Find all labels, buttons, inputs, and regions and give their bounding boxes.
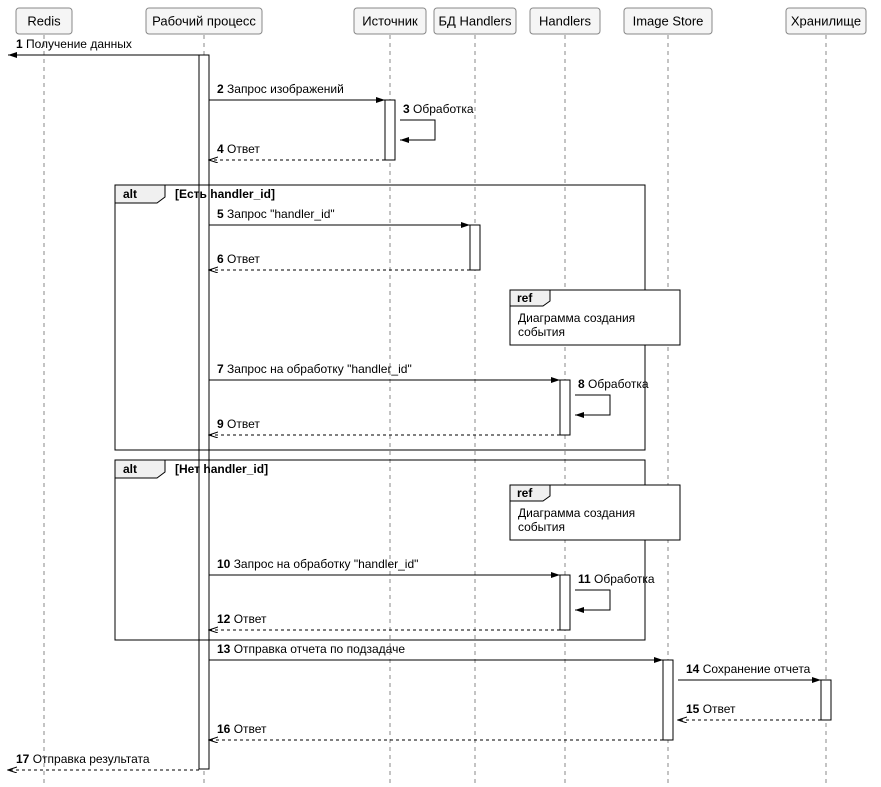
activation-bar [821,680,831,720]
participant-label: Источник [362,13,418,28]
message-label: 5 Запрос "handler_id" [217,207,335,221]
participant-label: Handlers [539,13,592,28]
fragment-label: alt [123,462,137,476]
message-arrow [400,120,435,140]
message-label: 1 Получение данных [16,37,132,51]
sequence-diagram: Redis Рабочий процесс Источник БД Handlers H… [0,0,881,787]
message-arrow [575,590,610,610]
fragment-label: alt [123,187,137,201]
ref-text: Диаграмма создания [518,311,635,325]
message-label: 16 Ответ [217,722,267,736]
participant-label: Рабочий процесс [152,13,256,28]
message-label: 17 Отправка результата [16,752,150,766]
message-label: 3 Обработка [403,102,474,116]
participant-label: Redis [27,13,61,28]
participant-label: БД Handlers [439,13,512,28]
message-label: 2 Запрос изображений [217,82,344,96]
fragment-condition: [Нет handler_id] [175,462,268,476]
activation-bar [663,660,673,740]
message-label: 11 Обработка [578,572,655,586]
message-arrow [575,395,610,415]
activation-bar [560,380,570,435]
ref-label: ref [517,291,533,305]
participant-label: Image Store [633,13,704,28]
message-label: 8 Обработка [578,377,649,391]
ref-label: ref [517,486,533,500]
message-label: 12 Ответ [217,612,267,626]
message-label: 10 Запрос на обработку "handler_id" [217,557,418,571]
participant-label: Хранилище [791,13,861,28]
activation-bar [470,225,480,270]
ref-text: события [518,520,565,534]
message-label: 7 Запрос на обработку "handler_id" [217,362,412,376]
message-label: 6 Ответ [217,252,260,266]
fragment-condition: [Есть handler_id] [175,187,275,201]
ref-text: события [518,325,565,339]
activation-bar [560,575,570,630]
message-label: 4 Ответ [217,142,260,156]
activation-bar [199,55,209,769]
activation-bar [385,100,395,160]
message-label: 14 Сохранение отчета [686,662,811,676]
message-label: 13 Отправка отчета по подзадаче [217,642,405,656]
ref-text: Диаграмма создания [518,506,635,520]
message-label: 9 Ответ [217,417,260,431]
message-label: 15 Ответ [686,702,736,716]
